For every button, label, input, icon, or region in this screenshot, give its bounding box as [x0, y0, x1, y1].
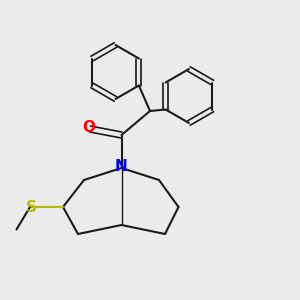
Text: S: S: [26, 200, 37, 214]
Text: O: O: [82, 120, 95, 135]
Text: N: N: [115, 159, 128, 174]
